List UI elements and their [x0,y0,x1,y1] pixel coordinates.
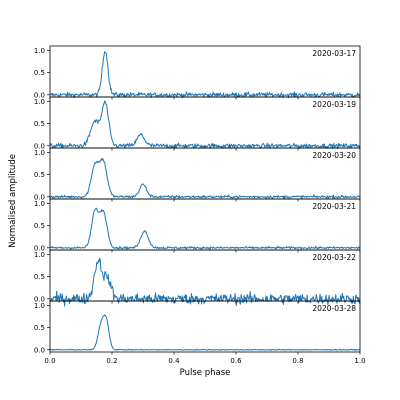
panel-date-label: 2020-03-19 [312,100,356,109]
y-tick-label: 1.0 [34,251,45,259]
panel-5: 0.0 0.5 1.0 2020-03-22 [34,249,361,307]
panel-date-label: 2020-03-21 [312,202,356,211]
y-tick-label: 0.0 [34,295,45,303]
x-tick-label: 1.0 [354,357,365,365]
y-tick-label: 0.0 [34,193,45,201]
x-tick-label: 0.8 [292,357,303,365]
profile-line-3 [49,158,361,200]
y-axis-title: Normalised amplitude [8,154,18,248]
y-tick-label: 1.0 [34,149,45,157]
profile-line-5 [49,257,361,307]
y-tick-label: 1.0 [34,98,45,106]
y-tick-label: 1.0 [34,47,45,55]
x-tick-label: 0.0 [44,357,55,365]
y-tick-label: 0.0 [34,91,45,99]
profile-line-2 [49,100,361,150]
y-tick-label: 1.0 [34,200,45,208]
x-tick-label: 0.2 [106,357,117,365]
panel-6: 0.0 0.5 1.0 2020-03-28 [34,300,361,355]
panel-date-label: 2020-03-17 [312,49,356,58]
y-tick-label: 0.5 [34,324,45,332]
y-tick-label: 0.5 [34,273,45,281]
profile-line-6 [49,314,361,351]
y-tick-label: 0.5 [34,69,45,77]
panel-frame-6 [49,300,361,353]
y-tick-label: 0.0 [34,244,45,252]
profile-line-1 [49,51,361,99]
y-tick-label: 1.0 [34,302,45,310]
y-tick-label: 0.5 [34,171,45,179]
panel-3: 0.0 0.5 1.0 2020-03-20 [34,147,361,202]
x-tick-label: 0.4 [168,357,180,365]
panel-date-label: 2020-03-22 [312,253,356,262]
panel-4: 0.0 0.5 1.0 2020-03-21 [34,198,361,253]
y-tick-label: 0.5 [34,120,45,128]
y-tick-label: 0.0 [34,346,45,354]
x-tick-label: 0.6 [230,357,242,365]
y-tick-label: 0.5 [34,222,45,230]
x-axis-title: Pulse phase [180,368,231,378]
y-tick-label: 0.0 [34,142,45,150]
panel-2: 0.0 0.5 1.0 2020-03-19 [34,96,361,151]
panel-date-label: 2020-03-20 [312,151,356,160]
profile-line-4 [49,207,361,250]
x-axis: 0.0 0.2 0.4 0.6 0.8 1.0 [44,357,365,365]
panels-group: 0.00.51.0 2020-03-170.00.51.0 2020-03-190.… [34,45,361,355]
panel-1: 0.0 0.5 1.0 2020-03-17 [34,45,361,100]
panel-date-label: 2020-03-28 [312,304,356,313]
